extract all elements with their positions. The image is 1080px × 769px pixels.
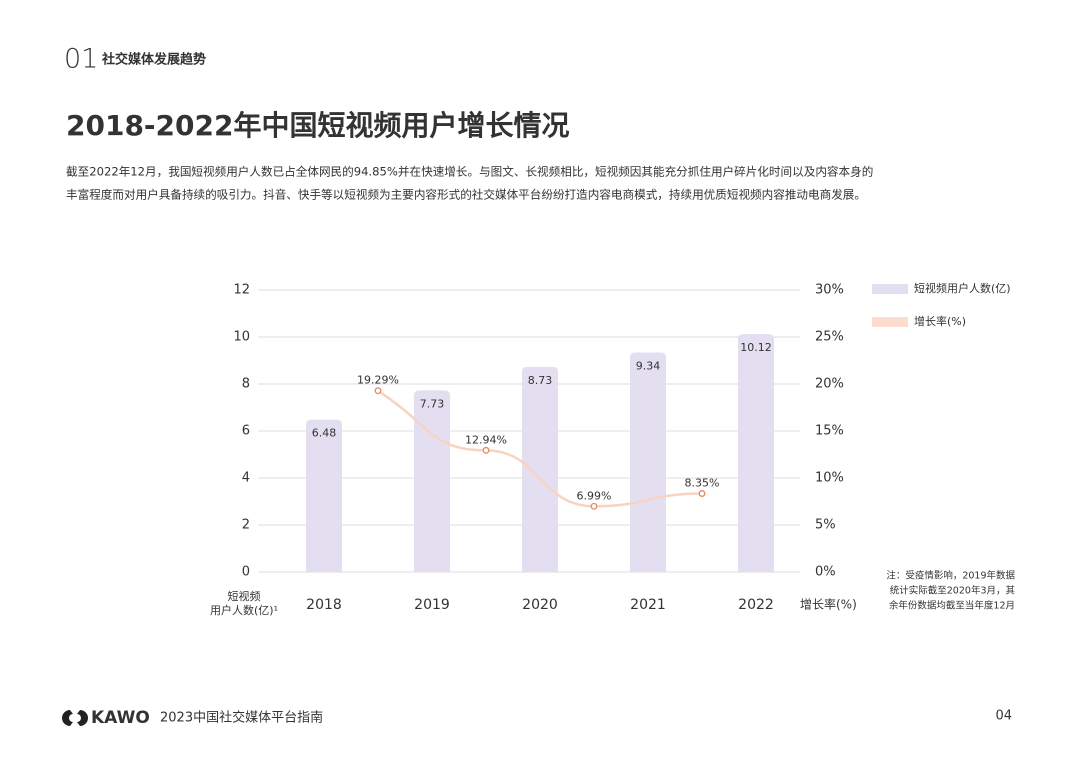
y-tick-label: 12 (233, 283, 250, 298)
page-number: 04 (995, 709, 1012, 724)
y-tick-label: 4 (242, 471, 250, 486)
paragraph-line: 丰富程度而对用户具备持续的吸引力。抖音、快手等以短视频为主要内容形式的社交媒体平… (66, 188, 866, 202)
y-tick-label: 8 (242, 377, 250, 392)
bar-label: 6.48 (312, 427, 337, 440)
growth-label: 12.94% (465, 433, 507, 446)
x-tick-label: 2018 (306, 597, 342, 613)
bar (414, 390, 450, 572)
x-tick-label: 2020 (522, 597, 558, 613)
legend-swatch (872, 317, 908, 327)
bar-label: 7.73 (420, 397, 445, 410)
brand-logo (62, 710, 88, 726)
chart-note: 注：受疫情影响，2019年数据 (886, 570, 1015, 582)
publication: 2023中国社交媒体平台指南 (160, 710, 323, 726)
growth-point (698, 490, 706, 497)
y2-tick-label: 5% (815, 518, 836, 533)
y-axis-label: 短视频 (228, 589, 261, 603)
page-title: 2018-2022年中国短视频用户增长情况 (66, 109, 569, 142)
y-tick-label: 6 (242, 424, 250, 439)
chart-note: 余年份数据均截至当年度12月 (889, 600, 1015, 612)
x-tick-label: 2019 (414, 597, 450, 613)
growth-label: 8.35% (685, 477, 720, 490)
legend-label: 短视频用户人数(亿) (914, 281, 1011, 295)
brand: KAWO (91, 708, 150, 728)
legend-label: 增长率(%) (914, 314, 966, 328)
growth-point (374, 387, 382, 395)
y2-axis-label: 增长率(%) (800, 597, 857, 612)
y-tick-label: 0 (242, 565, 250, 580)
bar (522, 366, 558, 572)
bar-label: 9.34 (636, 360, 661, 373)
paragraph-line: 截至2022年12月，我国短视频用户人数已占全体网民的94.85%并在快速增长。… (66, 165, 873, 179)
bar-label: 8.73 (528, 374, 553, 387)
chart: 0 2 4 6 8 10 12 0% 5% 10% 15% 20% 25% 30% 短视频用户人数(亿)¹ 增… (210, 281, 1015, 617)
y2-tick-label: 25% (815, 330, 844, 345)
y-tick-label: 10 (233, 330, 250, 345)
bar-label: 10.12 (740, 341, 772, 354)
y2-tick-label: 0% (815, 565, 836, 580)
section-name: 社交媒体发展趋势 (101, 52, 206, 68)
growth-label: 19.29% (357, 374, 399, 387)
bar (306, 419, 342, 572)
bar (738, 334, 774, 572)
y2-tick-label: 10% (815, 471, 844, 486)
x-tick-label: 2022 (738, 597, 774, 613)
growth-line (377, 389, 703, 508)
y2-tick-label: 20% (815, 377, 844, 392)
growth-label: 6.99% (577, 489, 612, 502)
bar (630, 352, 666, 572)
y2-tick-label: 30% (815, 283, 844, 298)
x-tick-label: 2021 (630, 597, 666, 613)
growth-point (590, 502, 598, 510)
chart-note: 统计实际截至2020年3月，其 (890, 585, 1016, 597)
section-number: 01 (64, 44, 98, 75)
legend-swatch (872, 284, 908, 294)
y-axis-label: 用户人数(亿)¹ (210, 603, 278, 617)
y-tick-label: 2 (242, 518, 250, 533)
y2-tick-label: 15% (815, 424, 844, 439)
growth-point (482, 446, 490, 454)
